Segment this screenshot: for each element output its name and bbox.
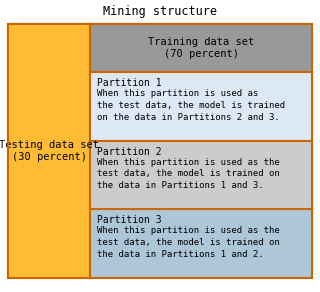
Text: Training data set
(70 percent): Training data set (70 percent) [148,37,254,59]
Bar [8,24,90,278]
Bar [8,24,312,278]
Bar [90,141,312,209]
Bar [90,209,312,278]
Text: Partition 2: Partition 2 [97,147,162,157]
Text: When this partition is used as the
test data, the model is trained on
the data i: When this partition is used as the test … [97,226,280,259]
Bar [8,24,312,278]
Text: When this partition is used as
the test data, the model is trained
on the data i: When this partition is used as the test … [97,89,285,121]
Bar [90,24,312,72]
Text: Partition 1: Partition 1 [97,78,162,88]
Text: Partition 3: Partition 3 [97,215,162,225]
Text: When this partition is used as the
test data, the model is trained on
the data i: When this partition is used as the test … [97,158,280,190]
Text: Testing data set
(30 percent): Testing data set (30 percent) [0,140,99,162]
Bar [90,72,312,141]
Text: Mining structure: Mining structure [103,4,217,18]
